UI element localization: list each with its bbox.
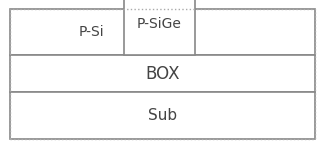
Text: P-Si: P-Si [78, 25, 104, 39]
Bar [10, 92, 315, 139]
Text: Sub: Sub [148, 108, 177, 123]
Bar [124, 0, 195, 55]
Bar [10, 9, 315, 55]
Text: BOX: BOX [145, 65, 180, 83]
Bar [10, 9, 315, 139]
Text: P-SiGe: P-SiGe [137, 17, 182, 31]
Bar [10, 55, 315, 92]
